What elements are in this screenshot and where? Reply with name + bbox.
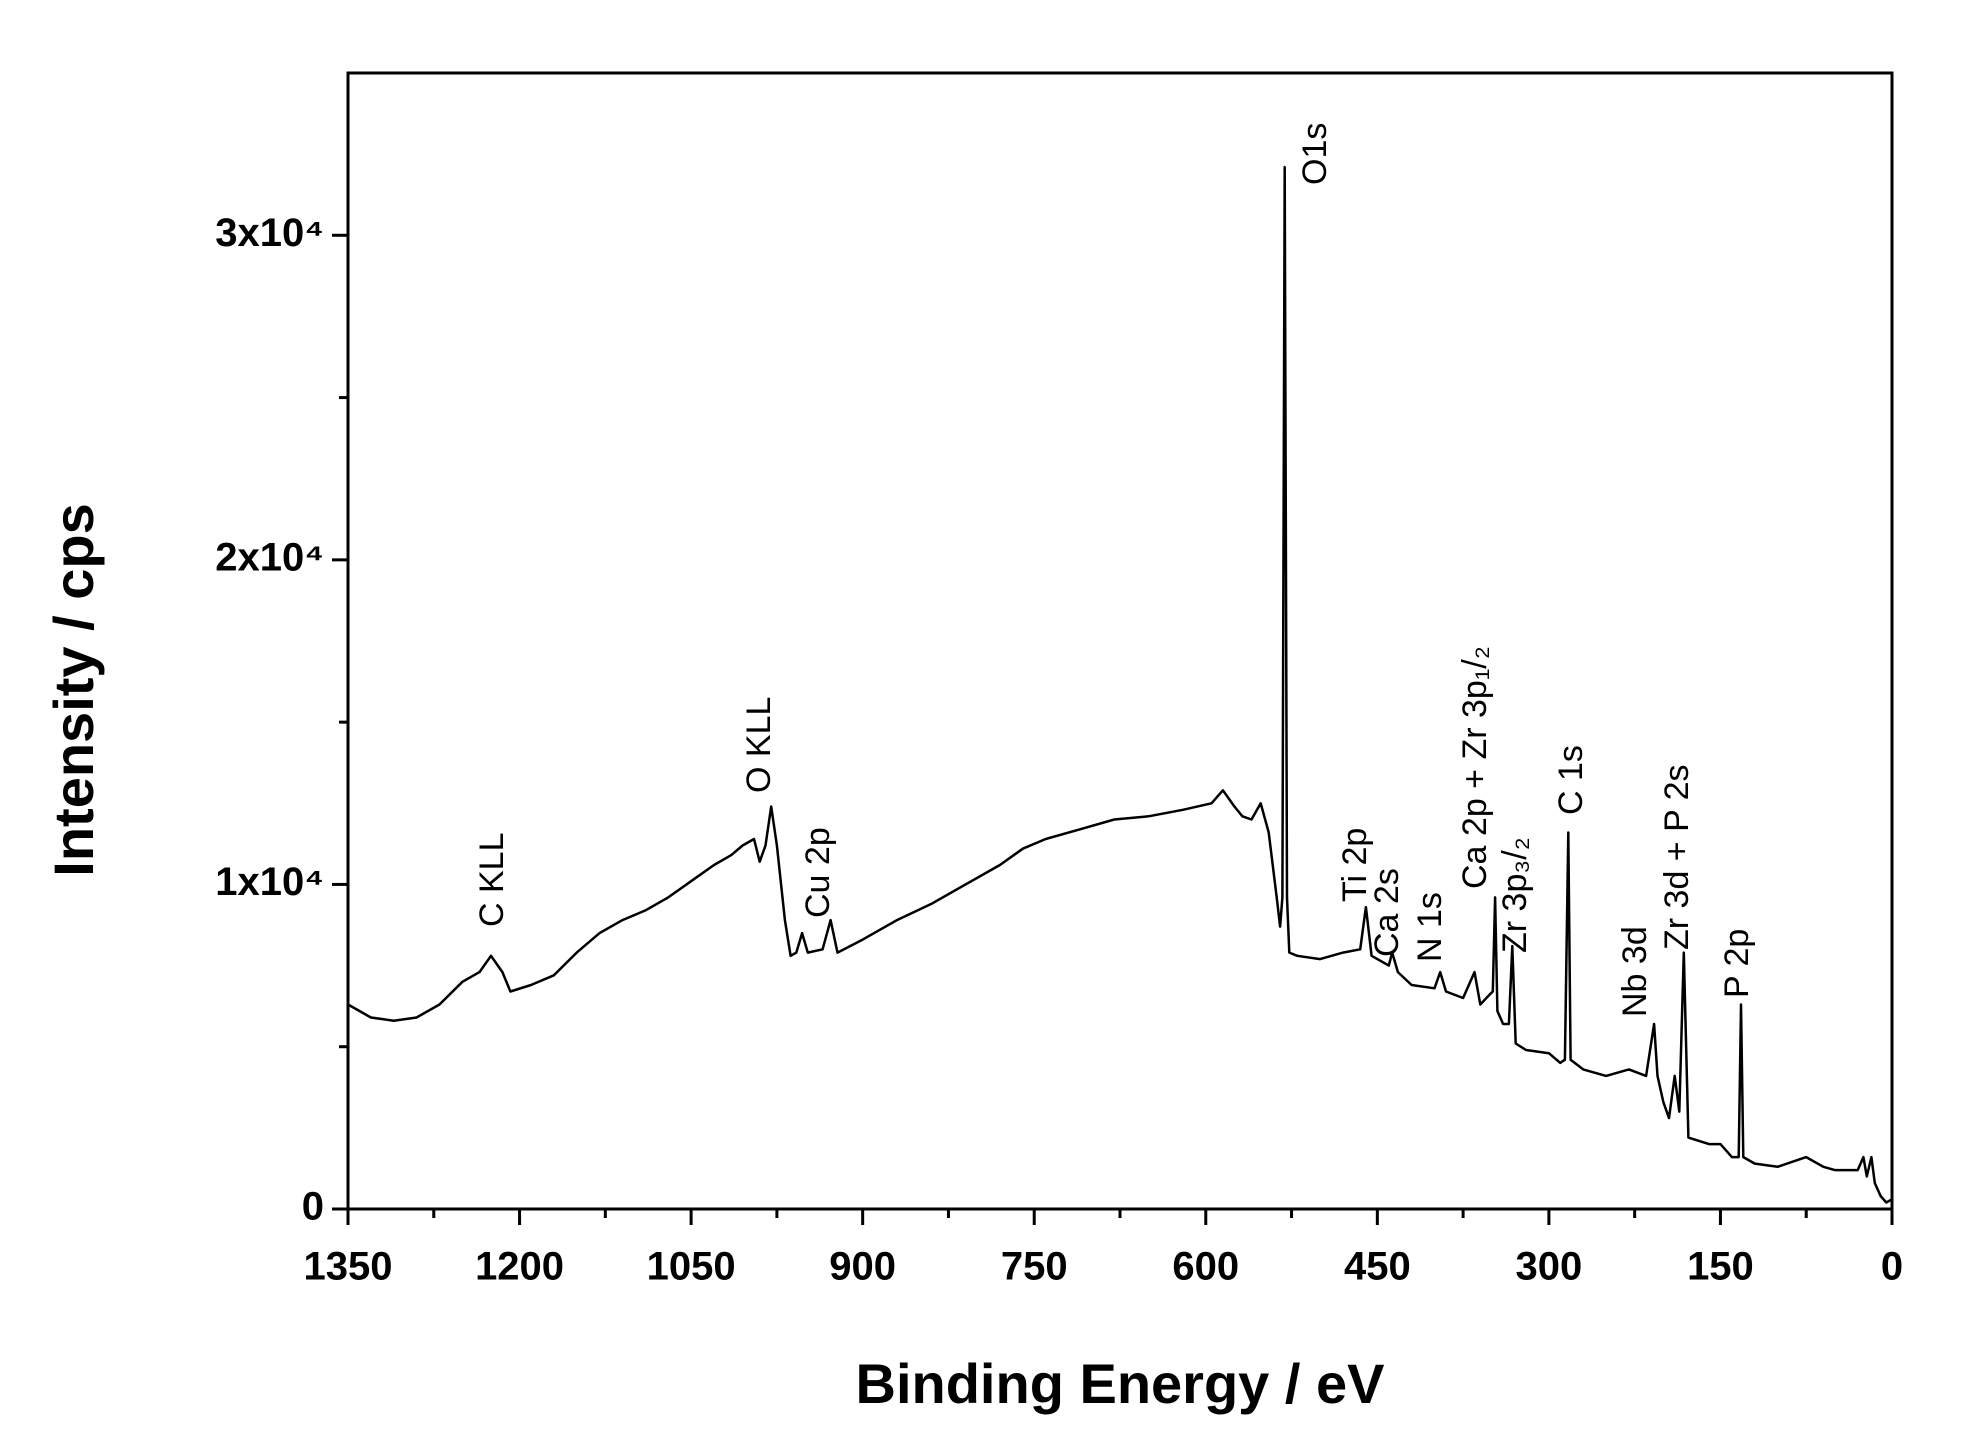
peak-label: C 1s <box>1552 745 1590 815</box>
x-tick-label: 300 <box>1516 1245 1583 1289</box>
x-tick-label: 1350 <box>304 1245 393 1289</box>
peak-label: Zr 3d + P 2s <box>1658 764 1696 950</box>
peak-label: P 2p <box>1718 929 1756 998</box>
x-tick-label: 150 <box>1687 1245 1754 1289</box>
x-tick-label: 1200 <box>475 1245 564 1289</box>
y-axis-title: Intensity / cps <box>42 503 105 876</box>
x-tick-label: 750 <box>1001 1245 1068 1289</box>
x-tick-label: 600 <box>1172 1245 1239 1289</box>
peak-label: Nb 3d <box>1616 926 1654 1017</box>
peak-label: C KLL <box>473 833 511 928</box>
peak-label: Ca 2p + Zr 3p₁/₂ <box>1456 646 1494 889</box>
peak-label: O1s <box>1296 123 1334 185</box>
y-tick-label: 1x10⁴ <box>215 860 324 904</box>
peak-label: N 1s <box>1411 892 1449 962</box>
x-axis-title: Binding Energy / eV <box>856 1352 1385 1415</box>
y-tick-label: 2x10⁴ <box>215 535 324 579</box>
peak-label: Ti 2p <box>1336 828 1374 902</box>
x-tick-label: 450 <box>1344 1245 1411 1289</box>
peak-label: Zr 3p₃/₂ <box>1496 837 1534 953</box>
peak-label: O KLL <box>740 697 778 793</box>
x-tick-label: 900 <box>829 1245 896 1289</box>
spectrum-line <box>347 165 1893 1204</box>
x-tick-label: 0 <box>1881 1245 1903 1289</box>
plot-frame <box>346 71 1894 1211</box>
y-tick-label: 0 <box>302 1185 324 1229</box>
peak-label: Cu 2p <box>799 827 837 918</box>
y-tick-label: 3x10⁴ <box>215 211 324 255</box>
peak-label: Ca 2s <box>1368 868 1406 957</box>
x-tick-label: 1050 <box>647 1245 736 1289</box>
